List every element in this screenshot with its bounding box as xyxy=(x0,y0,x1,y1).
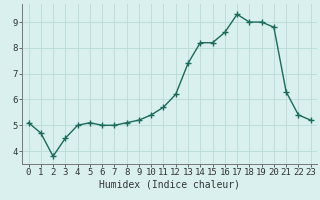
X-axis label: Humidex (Indice chaleur): Humidex (Indice chaleur) xyxy=(99,180,240,190)
